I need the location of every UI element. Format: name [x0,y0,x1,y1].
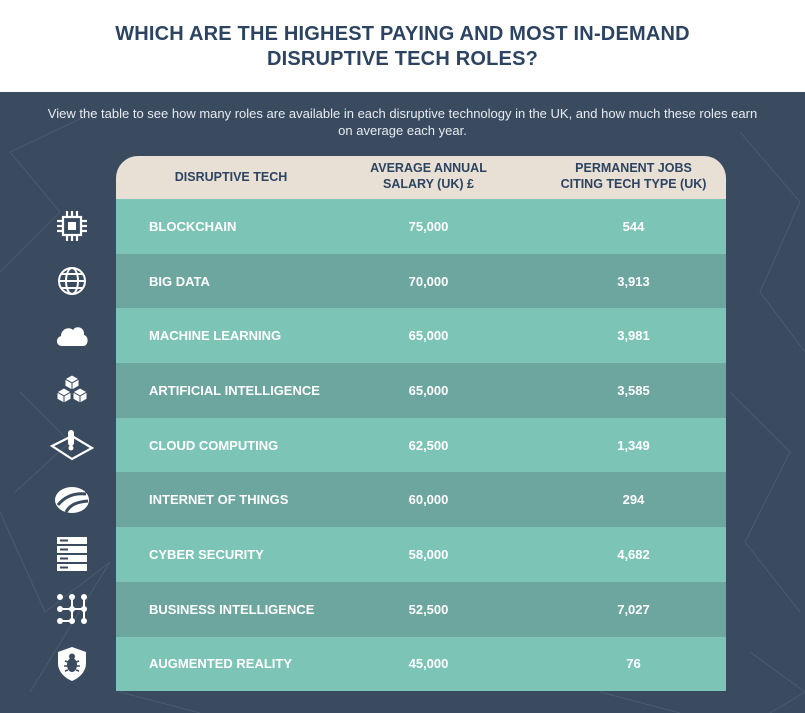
tech-cell: MACHINE LEARNING [149,328,282,344]
node-grid-icon [44,582,100,637]
bug-shield-icon [44,637,100,692]
icon-column [44,199,100,691]
salary-cell: 62,500 [408,437,449,453]
chip-icon [44,199,100,254]
header-jobs-line-1: PERMANENT JOBS [575,161,692,175]
tech-cell: ARTIFICIAL INTELLIGENCE [149,382,320,398]
table-row: MACHINE LEARNING 65,000 3,981 [116,308,726,364]
table-row: INTERNET OF THINGS 60,000 294 [116,472,726,528]
salary-cell: 70,000 [408,273,449,289]
tech-cell: CYBER SECURITY [149,546,264,562]
cubes-icon [44,363,100,418]
jobs-cell: 1,349 [617,437,650,453]
table-row: ARTIFICIAL INTELLIGENCE 65,000 3,585 [116,363,726,418]
header-jobs: PERMANENT JOBS CITING TECH TYPE (UK) [541,160,726,192]
table-row: CLOUD COMPUTING 62,500 1,349 [116,417,726,473]
salary-cell: 65,000 [408,382,449,398]
touch-device-icon [44,418,100,473]
jobs-cell: 3,585 [617,382,650,398]
background-network-pattern [0,111,805,713]
salary-cell: 58,000 [408,546,449,562]
jobs-cell: 7,027 [617,601,650,617]
salary-cell: 75,000 [408,218,449,234]
tech-cell: AUGMENTED REALITY [149,656,292,672]
server-rack-icon [44,527,100,582]
table-row: CYBER SECURITY 58,000 4,682 [116,527,726,582]
table-row: BUSINESS INTELLIGENCE 52,500 7,027 [116,581,726,637]
globe-icon [44,254,100,309]
page-header: WHICH ARE THE HIGHEST PAYING AND MOST IN… [0,0,805,92]
tech-cell: BLOCKCHAIN [149,218,237,234]
salary-cell: 65,000 [408,328,449,344]
network-road-icon [44,472,100,527]
tech-cell: INTERNET OF THINGS [149,492,289,508]
table-body: BLOCKCHAIN 75,000 544 BIG DATA 70,000 3,… [116,199,726,692]
tech-cell: BUSINESS INTELLIGENCE [149,601,315,617]
header-jobs-line-2: CITING TECH TYPE (UK) [560,177,707,191]
jobs-cell: 76 [626,656,641,672]
tech-cell: BIG DATA [149,273,210,289]
header-salary-line-1: AVERAGE ANNUAL [370,161,487,175]
table-row: AUGMENTED REALITY 45,000 76 [116,636,726,692]
table-header-row: DISRUPTIVE TECH AVERAGE ANNUAL SALARY (U… [116,156,726,199]
table-row: BLOCKCHAIN 75,000 544 [116,199,726,254]
salary-cell: 60,000 [408,492,449,508]
jobs-cell: 544 [622,218,645,234]
salary-cell: 45,000 [408,656,449,672]
header-salary-line-2: SALARY (UK) £ [383,177,474,191]
page-title: WHICH ARE THE HIGHEST PAYING AND MOST IN… [0,22,805,72]
title-line-1: WHICH ARE THE HIGHEST PAYING AND MOST IN… [115,23,690,45]
jobs-cell: 294 [622,492,645,508]
header-salary: AVERAGE ANNUAL SALARY (UK) £ [336,160,521,192]
jobs-cell: 4,682 [617,546,650,562]
jobs-cell: 3,981 [617,328,650,344]
content-panel: View the table to see how many roles are… [0,92,805,713]
header-tech: DISRUPTIVE TECH [174,170,288,184]
subtitle: View the table to see how many roles are… [47,106,758,138]
title-line-2: DISRUPTIVE TECH ROLES? [266,48,539,70]
table-row: BIG DATA 70,000 3,913 [116,253,726,309]
cloud-icon [44,308,100,363]
tech-cell: CLOUD COMPUTING [149,437,279,453]
salary-cell: 52,500 [408,601,449,617]
jobs-cell: 3,913 [617,273,650,289]
